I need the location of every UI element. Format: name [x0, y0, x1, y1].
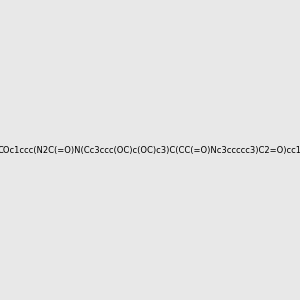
Text: COc1ccc(N2C(=O)N(Cc3ccc(OC)c(OC)c3)C(CC(=O)Nc3ccccc3)C2=O)cc1: COc1ccc(N2C(=O)N(Cc3ccc(OC)c(OC)c3)C(CC(… — [0, 146, 300, 154]
